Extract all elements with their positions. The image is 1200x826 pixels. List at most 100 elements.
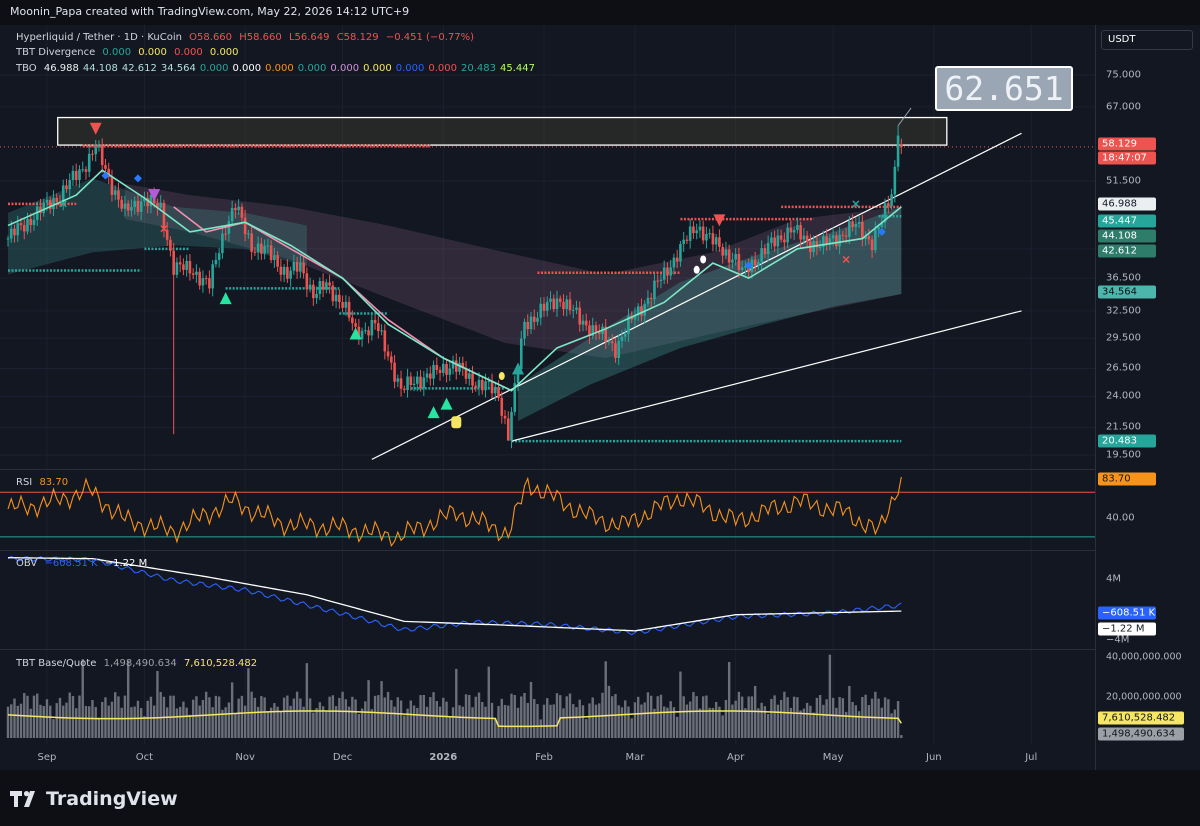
volume-bar — [549, 704, 552, 738]
volume-bar — [692, 692, 695, 738]
pane-divider-rsi[interactable] — [0, 469, 1200, 470]
volume-bar — [175, 708, 179, 738]
volume-bar — [731, 704, 734, 738]
tbt-divergence-name[interactable]: TBT Divergence — [16, 47, 96, 58]
volume-bar — [503, 704, 507, 738]
volume-bar — [286, 695, 289, 738]
volume-bar — [302, 706, 305, 738]
volume-bar — [130, 707, 133, 738]
candle-body — [91, 153, 94, 155]
candle-body — [623, 333, 627, 337]
obv-name[interactable]: OBV — [16, 558, 38, 569]
volume-bar — [412, 705, 416, 738]
candle-body — [549, 298, 552, 302]
volume-bar — [682, 696, 685, 738]
volume-bar — [325, 710, 328, 738]
candle-body — [195, 271, 198, 275]
rsi-name[interactable]: RSI — [16, 477, 33, 488]
candle-body — [441, 363, 445, 373]
candle-body — [74, 170, 78, 180]
candle-body — [532, 316, 536, 322]
candle-body — [26, 219, 29, 232]
volume-bar — [360, 708, 364, 738]
time-tick-apr: Apr — [727, 752, 745, 763]
volume-bar — [152, 705, 156, 738]
cloud-band-bear — [124, 183, 902, 359]
pane-divider-volume[interactable] — [0, 649, 1200, 650]
candle-body — [526, 321, 530, 330]
candle-body — [16, 223, 20, 236]
candle-body — [188, 260, 192, 274]
volume-bar — [396, 697, 400, 738]
candle-body — [545, 301, 549, 311]
candle-body — [822, 236, 825, 247]
base-quote-name[interactable]: TBT Base/Quote — [16, 658, 97, 669]
trend-line-1 — [371, 132, 1022, 460]
tradingview-logo[interactable]: TradingView — [10, 788, 178, 810]
chart-canvas[interactable] — [0, 0, 1200, 770]
candle-body — [731, 259, 734, 263]
candle-body — [42, 202, 46, 214]
volume-bar — [273, 703, 276, 738]
candle-body — [887, 203, 890, 207]
volume-bar — [97, 717, 101, 738]
volume-bar — [224, 707, 227, 738]
price-callout[interactable]: 62.651 — [935, 66, 1073, 111]
volume-bar — [701, 696, 705, 738]
volume-bar — [688, 701, 692, 738]
candle-body — [97, 145, 101, 148]
candle-body — [393, 362, 396, 382]
obv-legend: OBV −608.51 K −1.22 M — [16, 558, 151, 569]
volume-bar — [461, 706, 464, 738]
candle-body — [854, 223, 858, 228]
candle-body — [467, 373, 471, 379]
candle-body — [123, 203, 127, 209]
candle-body — [763, 248, 767, 254]
candle-body — [191, 273, 195, 275]
sell-signal-triangle — [713, 214, 726, 227]
tbt-div-value-3: 0.000 — [174, 47, 203, 58]
candle-body — [68, 180, 72, 190]
volume-bar — [182, 701, 185, 738]
symbol-label[interactable]: Hyperliquid / Tether · 1D · KuCoin — [16, 32, 182, 43]
currency-selector[interactable]: USDT — [1101, 30, 1193, 50]
volume-bar — [841, 698, 845, 738]
volume-bar — [328, 696, 331, 738]
candle-body — [698, 226, 702, 231]
candle-body — [409, 376, 413, 385]
candle-body — [529, 316, 533, 330]
candle-body — [133, 200, 136, 208]
price-tick-9: 24.000 — [1106, 390, 1141, 402]
volume-bar — [406, 708, 409, 738]
volume-bar — [874, 691, 877, 738]
candle-body — [149, 194, 153, 207]
volume-bar — [640, 704, 643, 738]
volume-bar — [880, 707, 884, 738]
candle-body — [273, 255, 276, 261]
volume-bar — [347, 706, 351, 738]
candle-body — [406, 376, 409, 390]
buy-signal-triangle — [349, 327, 362, 340]
volume-bar — [334, 706, 338, 738]
volume-bar — [104, 697, 107, 738]
volume-bar — [263, 697, 266, 738]
candle-body — [568, 299, 572, 311]
volume-bar — [68, 692, 71, 738]
candle-body — [32, 219, 36, 225]
volume-bar — [386, 691, 390, 738]
candle-body — [578, 307, 582, 325]
pane-divider-obv[interactable] — [0, 550, 1200, 551]
candle-body — [679, 243, 682, 262]
volume-bar — [29, 708, 32, 738]
candle-body — [776, 235, 780, 247]
rsi-line — [7, 476, 902, 548]
candle-body — [438, 370, 442, 373]
volume-bar — [165, 707, 169, 738]
candle-body — [364, 330, 367, 332]
chart-frame — [0, 25, 1200, 770]
candle-body — [874, 229, 877, 251]
volume-bar — [844, 711, 848, 738]
tbo-name[interactable]: TBO — [16, 63, 37, 74]
volume-bar — [113, 692, 117, 738]
candle-body — [87, 153, 91, 172]
